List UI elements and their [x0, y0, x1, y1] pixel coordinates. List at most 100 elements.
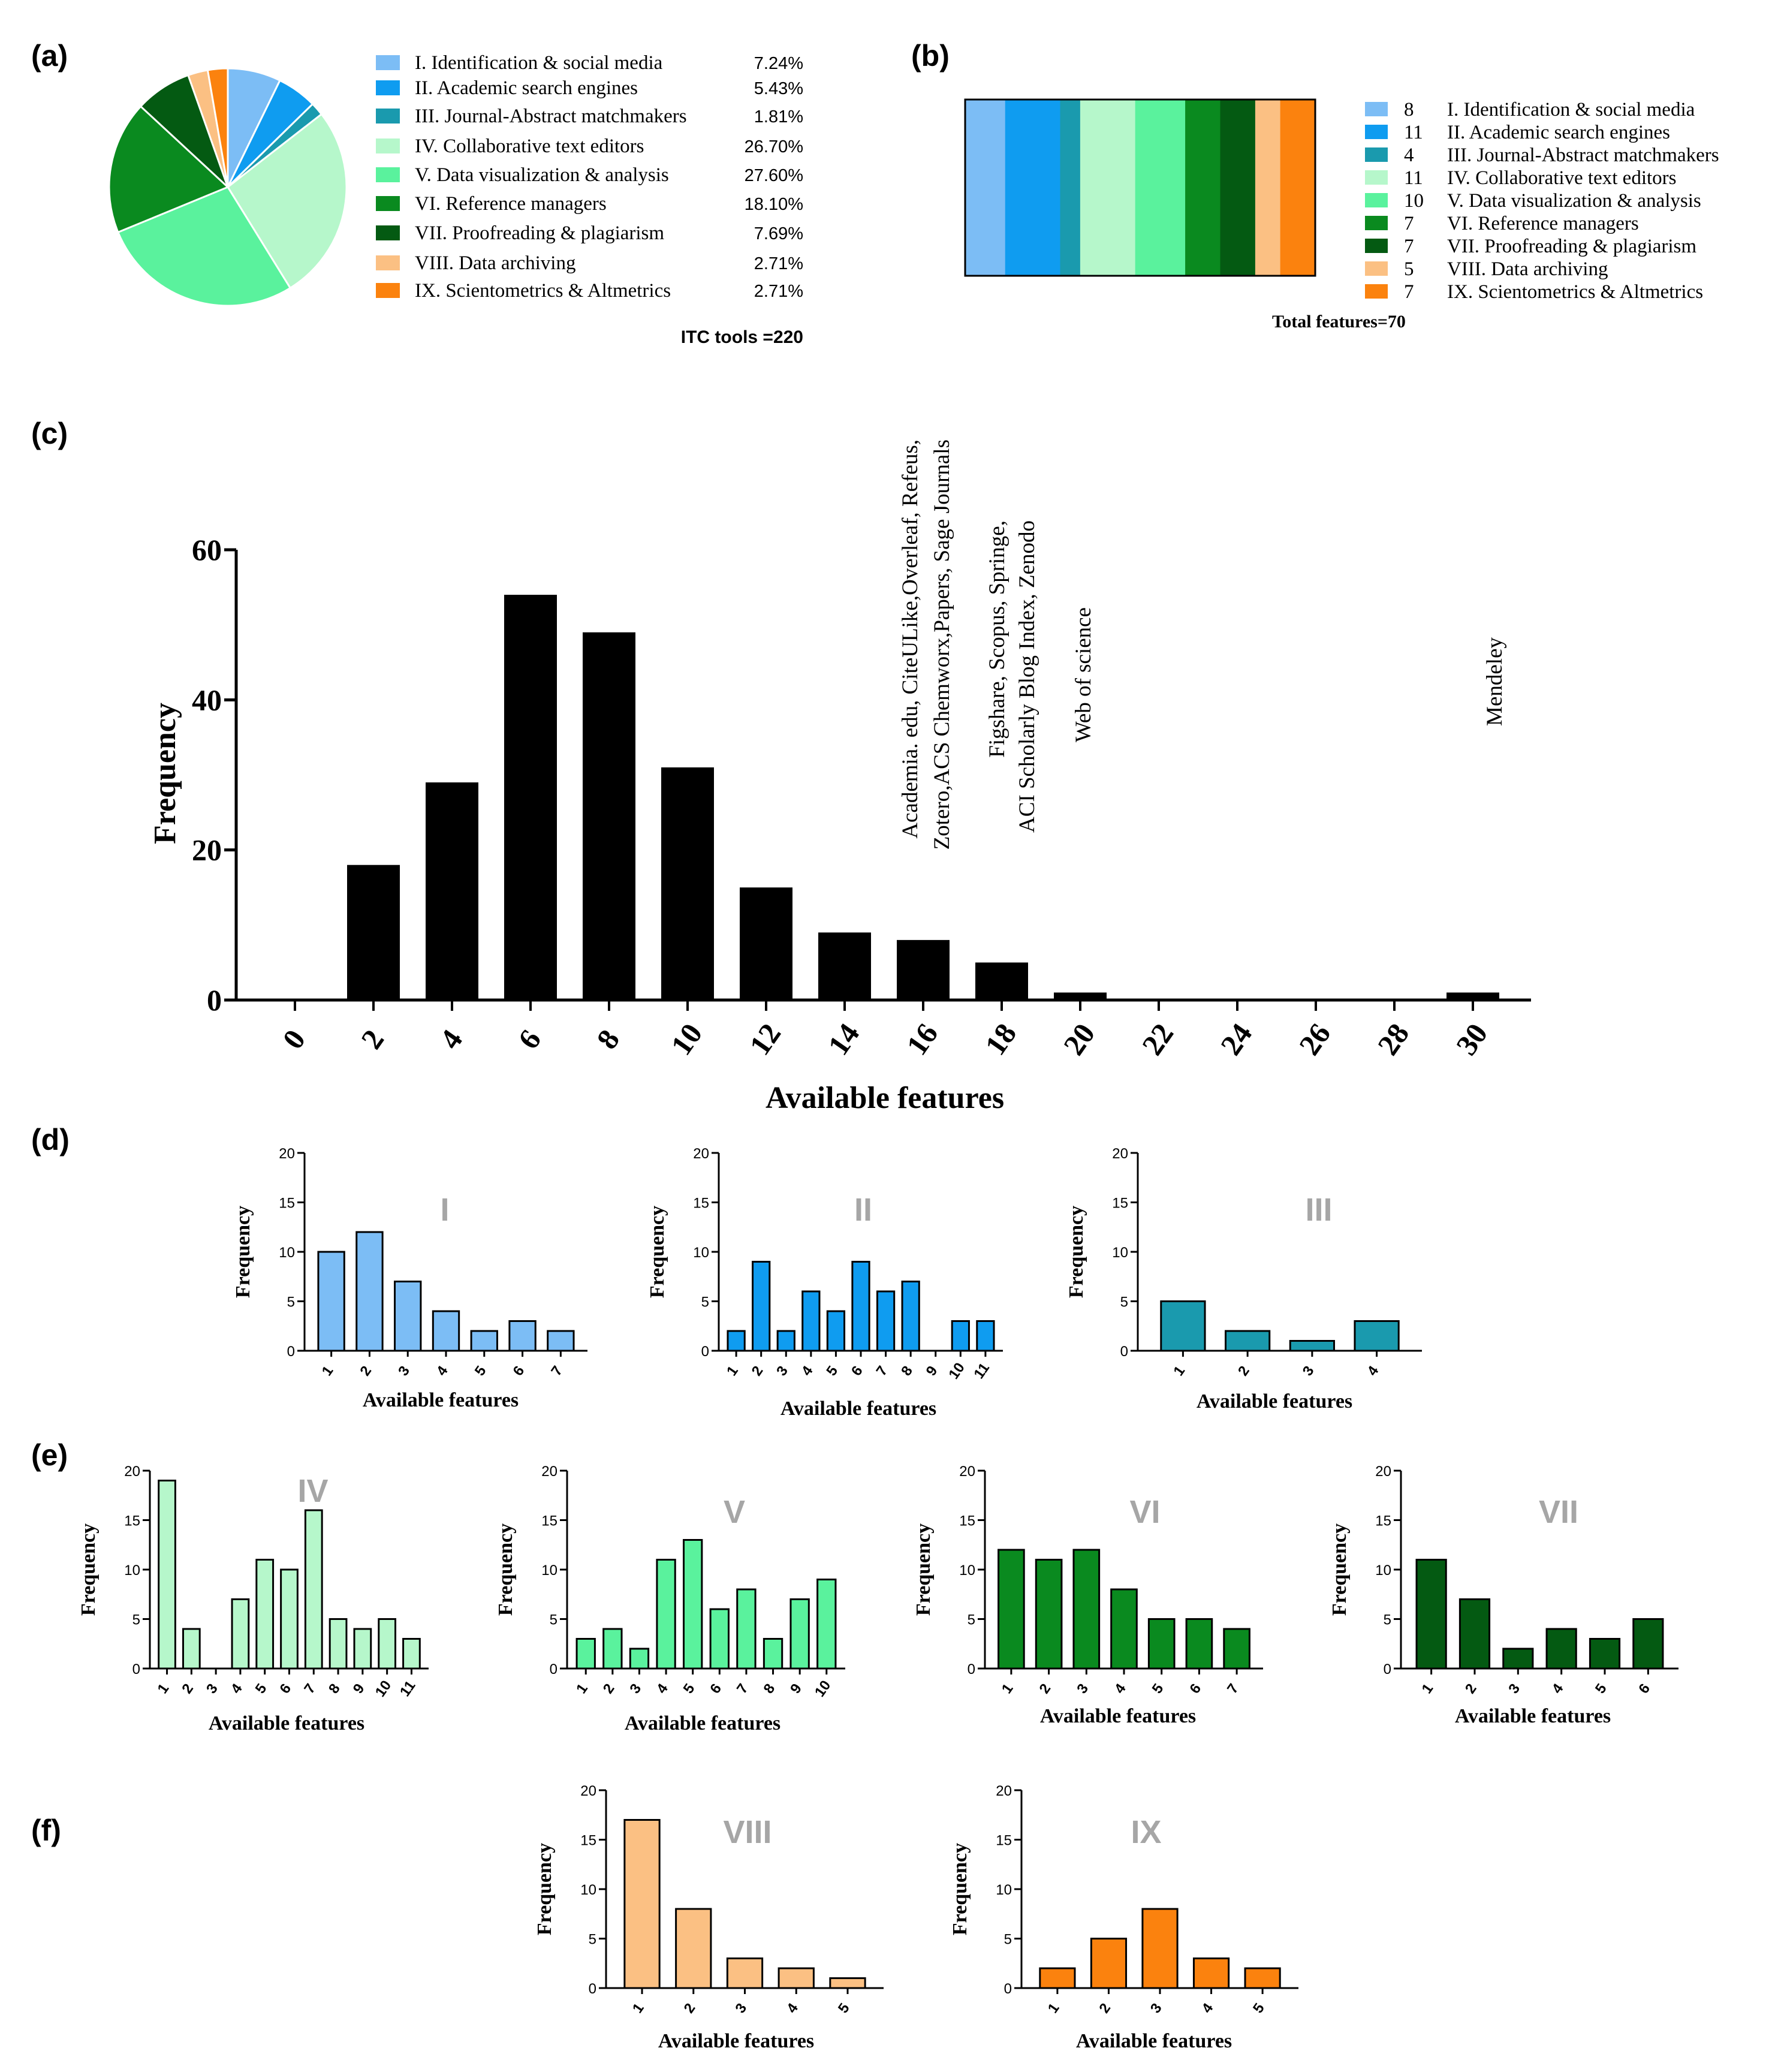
- bar: [976, 1320, 995, 1352]
- slice-percent-label: 7.24%: [754, 54, 803, 73]
- x-tick-label: 3: [1074, 1681, 1092, 1696]
- panel-label-d: (d): [31, 1123, 70, 1157]
- bar: [1223, 1628, 1250, 1670]
- bar: [740, 887, 792, 1000]
- legend-label: VI. Reference managers: [1447, 213, 1639, 234]
- bar: [280, 1568, 299, 1670]
- x-tick-label: 4: [433, 1363, 451, 1379]
- x-tick-label: 10: [812, 1678, 834, 1700]
- x-tick-label: 7: [548, 1363, 566, 1378]
- x-tick-label: 10: [664, 1017, 709, 1061]
- y-tick-label: 10: [1112, 1245, 1128, 1261]
- bar: [575, 1638, 596, 1670]
- x-tick-label: 1: [319, 1363, 337, 1378]
- legend-swatch-VI: [1365, 216, 1388, 230]
- y-axis-title: Frequency: [148, 703, 182, 844]
- bar: [816, 1579, 837, 1670]
- x-tick-label: 6: [276, 1681, 294, 1696]
- y-tick-label: 10: [959, 1562, 975, 1579]
- bar: [1589, 1638, 1621, 1670]
- y-tick-label: 0: [132, 1661, 140, 1678]
- y-tick-label: 0: [1384, 1661, 1391, 1678]
- bar: [675, 1908, 712, 1989]
- x-tick-label: 4: [1549, 1681, 1567, 1697]
- bar: [1147, 1618, 1176, 1670]
- x-tick-label: 1: [1419, 1681, 1437, 1696]
- x-tick-label: 2: [354, 1023, 390, 1055]
- x-tick-label: 3: [1147, 2000, 1165, 2016]
- y-tick-label: 20: [279, 1146, 295, 1162]
- x-tick-label: 1: [999, 1681, 1017, 1696]
- legend-swatch-V: [1365, 193, 1388, 207]
- y-tick-label: 10: [279, 1245, 295, 1261]
- legend-swatch-VI: [376, 196, 400, 211]
- y-tick-label: 0: [701, 1344, 709, 1360]
- x-axis-title: Available features: [766, 1081, 1004, 1115]
- x-axis-title: Available features: [1040, 1705, 1196, 1727]
- x-tick-label: 7: [1224, 1681, 1242, 1696]
- x-tick-label: 26: [1292, 1017, 1337, 1061]
- y-tick-label: 5: [701, 1294, 709, 1311]
- chart-title: VII: [1539, 1494, 1578, 1530]
- legend-swatch-IX: [1365, 284, 1388, 299]
- bar: [158, 1480, 176, 1670]
- bar: [623, 1819, 661, 1989]
- x-tick-label: 8: [326, 1681, 343, 1696]
- bar: [1035, 1559, 1063, 1670]
- x-tick-label: 8: [898, 1363, 916, 1378]
- x-tick-label: 8: [590, 1023, 626, 1055]
- bar: [426, 782, 478, 1000]
- bar: [1072, 1549, 1101, 1670]
- chart-title: I: [440, 1192, 449, 1228]
- bar: [394, 1281, 422, 1352]
- x-tick-label: 6: [707, 1681, 725, 1696]
- x-tick-label: 4: [798, 1363, 816, 1379]
- x-axis-title: Available features: [1197, 1390, 1352, 1413]
- x-tick-label: 10: [945, 1360, 968, 1382]
- x-tick-label: 28: [1371, 1017, 1416, 1061]
- x-tick-label: 2: [1462, 1681, 1480, 1696]
- x-tick-label: 22: [1135, 1017, 1180, 1061]
- chart-title: IX: [1131, 1814, 1161, 1850]
- legend-swatch-IV: [376, 138, 400, 153]
- y-axis-title: Frequency: [949, 1843, 971, 1935]
- bar: [547, 1330, 575, 1352]
- bar: [709, 1608, 730, 1670]
- legend-count: 10: [1404, 190, 1424, 212]
- bar: [1447, 992, 1499, 1000]
- bar: [901, 1281, 920, 1352]
- chart-title: II: [854, 1192, 872, 1228]
- x-axis-title: Available features: [209, 1712, 364, 1734]
- bar: [304, 1509, 323, 1670]
- stack-segment-III: [1060, 100, 1081, 276]
- x-tick-label: 4: [228, 1681, 246, 1697]
- x-tick-label: 5: [823, 1363, 841, 1378]
- bar: [1039, 1967, 1076, 1989]
- bar: [726, 1957, 764, 1989]
- bar: [661, 767, 714, 1000]
- x-axis-title: Available features: [780, 1398, 936, 1420]
- bar: [182, 1628, 201, 1670]
- stack-segment-VIII: [1255, 100, 1281, 276]
- x-tick-label: 9: [923, 1363, 941, 1378]
- x-tick-label: 4: [1364, 1363, 1382, 1379]
- y-axis-title: Frequency: [77, 1523, 100, 1616]
- x-tick-label: 11: [971, 1360, 993, 1382]
- x-tick-label: 9: [787, 1681, 805, 1696]
- stack-segment-IX: [1280, 100, 1316, 276]
- bar: [1244, 1967, 1281, 1989]
- x-tick-label: 8: [761, 1681, 779, 1696]
- x-tick-label: 4: [653, 1681, 671, 1697]
- y-tick-label: 20: [959, 1463, 975, 1480]
- legend-label: IV. Collaborative text editors: [415, 135, 644, 157]
- legend-label: II. Academic search engines: [415, 77, 638, 99]
- bar: [851, 1261, 870, 1352]
- x-tick-label: 24: [1214, 1017, 1259, 1061]
- legend-count: 7: [1404, 281, 1414, 303]
- y-tick-label: 5: [1384, 1612, 1391, 1628]
- legend-label: VII. Proofreading & plagiarism: [415, 222, 664, 244]
- panel-label-a: (a): [31, 39, 68, 73]
- pie-slice-IX: [206, 67, 229, 188]
- x-tick-label: 14: [821, 1017, 866, 1061]
- panel-label-e: (e): [31, 1438, 68, 1472]
